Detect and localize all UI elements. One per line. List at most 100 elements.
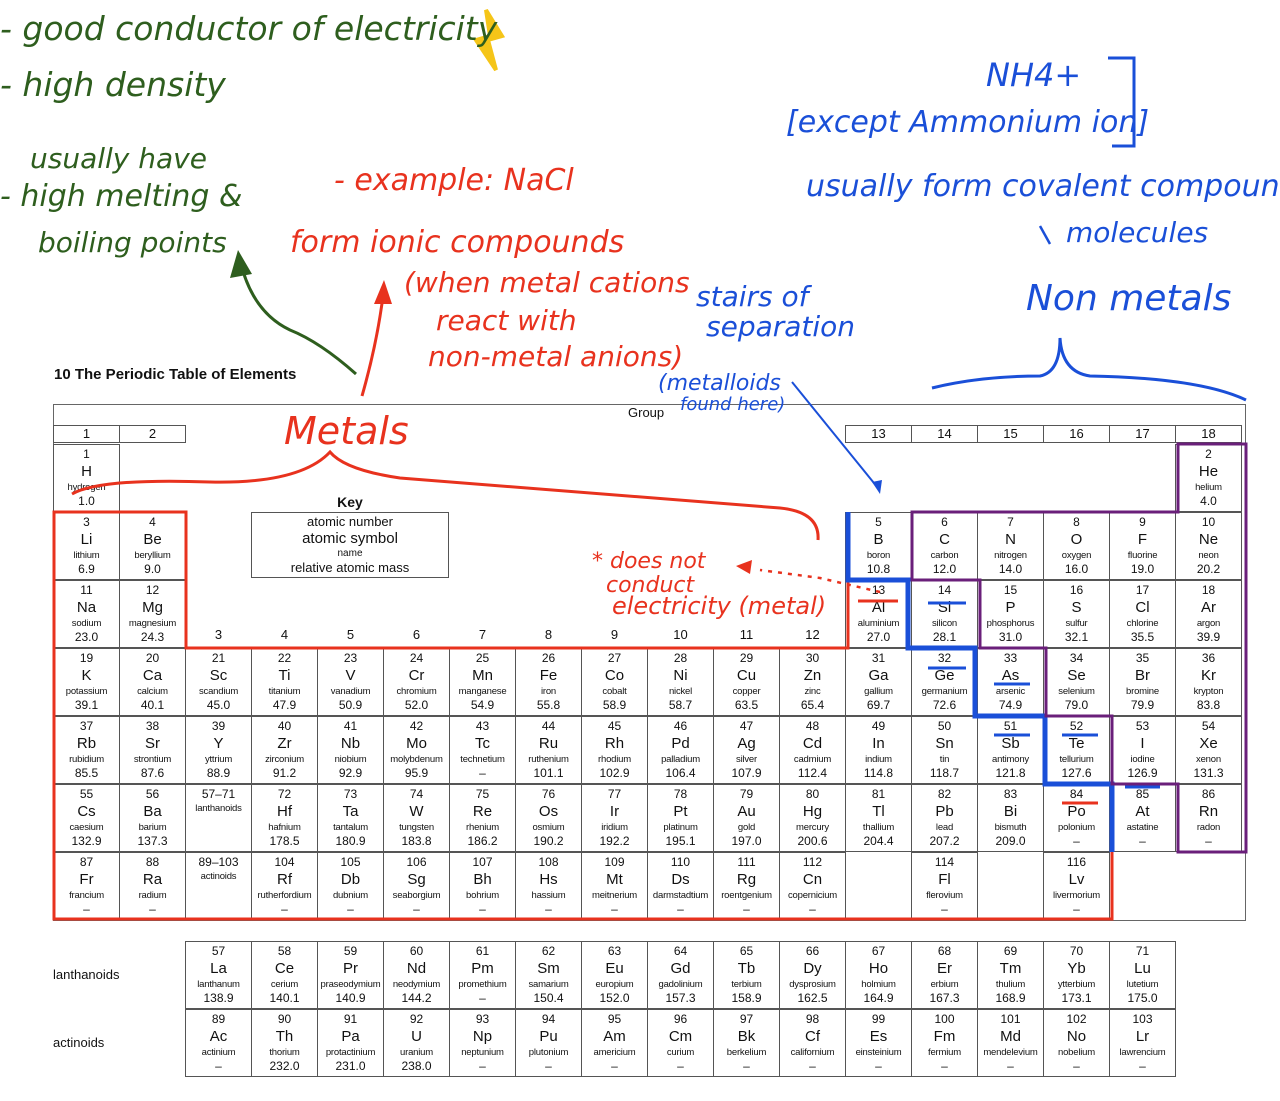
atomic-number: 20 <box>145 651 160 665</box>
atomic-number: 28 <box>673 651 688 665</box>
element-cell-pb: 82 Pb lead 207.2 <box>911 784 978 852</box>
element-cell-cn: 112 Cn copernicium – <box>779 852 846 920</box>
element-name: copper <box>732 686 761 697</box>
element-cell-fr: 87 Fr francium – <box>53 852 120 920</box>
atomic-symbol: Ga <box>868 667 889 684</box>
element-name: zirconium <box>265 754 304 765</box>
element-cell-cs: 55 Cs caesium 132.9 <box>53 784 120 852</box>
key-relative-atomic-mass: relative atomic mass <box>290 559 410 575</box>
atomic-mass: 9.0 <box>144 562 161 576</box>
atomic-symbol: Kr <box>1201 667 1216 684</box>
element-name: iron <box>540 686 557 697</box>
atomic-symbol: Bi <box>1003 803 1018 820</box>
atomic-symbol: Ni <box>673 667 688 684</box>
element-cell-zr: 40 Zr zirconium 91.2 <box>251 716 318 784</box>
atomic-number: 22 <box>277 651 292 665</box>
atomic-symbol: Os <box>538 803 559 820</box>
group-number-8: 8 <box>544 627 553 642</box>
atomic-mass: – <box>1073 834 1080 848</box>
atomic-symbol: Md <box>1000 1028 1021 1045</box>
atomic-number: 6 <box>941 515 948 529</box>
atomic-mass: – <box>743 902 750 916</box>
element-cell-po: 84 Po polonium – <box>1043 784 1110 852</box>
atomic-symbol: Sg <box>407 871 426 888</box>
atomic-symbol: Mo <box>406 735 427 752</box>
atomic-mass: 204.4 <box>863 834 894 848</box>
atomic-symbol: Hf <box>277 803 292 820</box>
element-cell-as: 33 As arsenic 74.9 <box>977 648 1044 716</box>
group-number-15: 15 <box>977 425 1044 443</box>
element-cell-pt: 78 Pt platinum 195.1 <box>647 784 714 852</box>
atomic-symbol: Ce <box>274 960 295 977</box>
atomic-number: 99 <box>871 1012 886 1026</box>
element-name: barium <box>138 822 167 833</box>
element-cell-tl: 81 Tl thallium 204.4 <box>845 784 912 852</box>
atomic-mass: 138.9 <box>203 991 234 1005</box>
atomic-symbol: U <box>411 1028 422 1045</box>
element-name: rubidium <box>69 754 104 765</box>
element-name: scandium <box>198 686 239 697</box>
element-name: bismuth <box>994 822 1027 833</box>
atomic-mass: 31.0 <box>998 630 1023 644</box>
atomic-number: 18 <box>1201 583 1216 597</box>
element-name: ytterbium <box>1057 979 1096 990</box>
atomic-mass: 150.4 <box>533 991 564 1005</box>
atomic-symbol: Nd <box>406 960 427 977</box>
atomic-number: 12 <box>145 583 160 597</box>
atomic-number: 1 <box>83 447 90 461</box>
element-cell-eu: 63 Eu europium 152.0 <box>581 941 648 1009</box>
element-name: osmium <box>532 822 565 833</box>
atomic-symbol: Tl <box>872 803 885 820</box>
atomic-symbol: Rg <box>736 871 757 888</box>
element-cell-in: 49 In indium 114.8 <box>845 716 912 784</box>
element-cell-sn: 50 Sn tin 118.7 <box>911 716 978 784</box>
group-number-16: 16 <box>1043 425 1110 443</box>
atomic-number: 98 <box>805 1012 820 1026</box>
atomic-symbol: Hg <box>802 803 823 820</box>
atomic-symbol: Rh <box>604 735 625 752</box>
element-name: antimony <box>992 754 1029 765</box>
element-cell-tm: 69 Tm thulium 168.9 <box>977 941 1044 1009</box>
atomic-number: 65 <box>739 944 754 958</box>
green-note-conductor: - good conductor of electricity <box>0 9 498 48</box>
atomic-symbol: Tc <box>475 735 490 752</box>
group-number-2: 2 <box>119 425 186 443</box>
element-name: molybdenum <box>390 754 443 765</box>
atomic-symbol: Ds <box>671 871 690 888</box>
atomic-symbol: Ca <box>142 667 163 684</box>
element-name: cerium <box>270 979 299 990</box>
element-name: rhodium <box>598 754 631 765</box>
atomic-number: 16 <box>1069 583 1084 597</box>
atomic-number: 108 <box>538 855 559 869</box>
element-cell-rg: 111 Rg roentgenium – <box>713 852 780 920</box>
atomic-number: 73 <box>343 787 358 801</box>
atomic-symbol: Lu <box>1134 960 1151 977</box>
element-name: radon <box>1196 822 1221 833</box>
atomic-mass: 209.0 <box>995 834 1026 848</box>
element-cell-rb: 37 Rb rubidium 85.5 <box>53 716 120 784</box>
atomic-symbol: Br <box>1135 667 1150 684</box>
element-name: copernicium <box>787 890 837 901</box>
atomic-mass: 132.9 <box>71 834 102 848</box>
atomic-number: 101 <box>1000 1012 1021 1026</box>
atomic-number: 67 <box>871 944 886 958</box>
atomic-mass: – <box>875 1059 882 1073</box>
element-cell-ds: 110 Ds darmstadtium – <box>647 852 714 920</box>
element-name: cadmium <box>793 754 832 765</box>
atomic-symbol: S <box>1071 599 1082 616</box>
atomic-symbol: Cd <box>802 735 823 752</box>
blue-note-nh4: NH4+ <box>986 56 1081 94</box>
element-cell-am: 95 Am americium – <box>581 1009 648 1077</box>
atomic-number: 109 <box>604 855 625 869</box>
atomic-symbol: Sr <box>145 735 160 752</box>
atomic-number: 110 <box>670 855 691 869</box>
element-name: chromium <box>396 686 437 697</box>
atomic-number: 96 <box>673 1012 688 1026</box>
group-number-5: 5 <box>346 627 355 642</box>
atomic-number: 58 <box>277 944 292 958</box>
element-cell-hs: 108 Hs hassium – <box>515 852 582 920</box>
atomic-symbol: I <box>1140 735 1145 752</box>
